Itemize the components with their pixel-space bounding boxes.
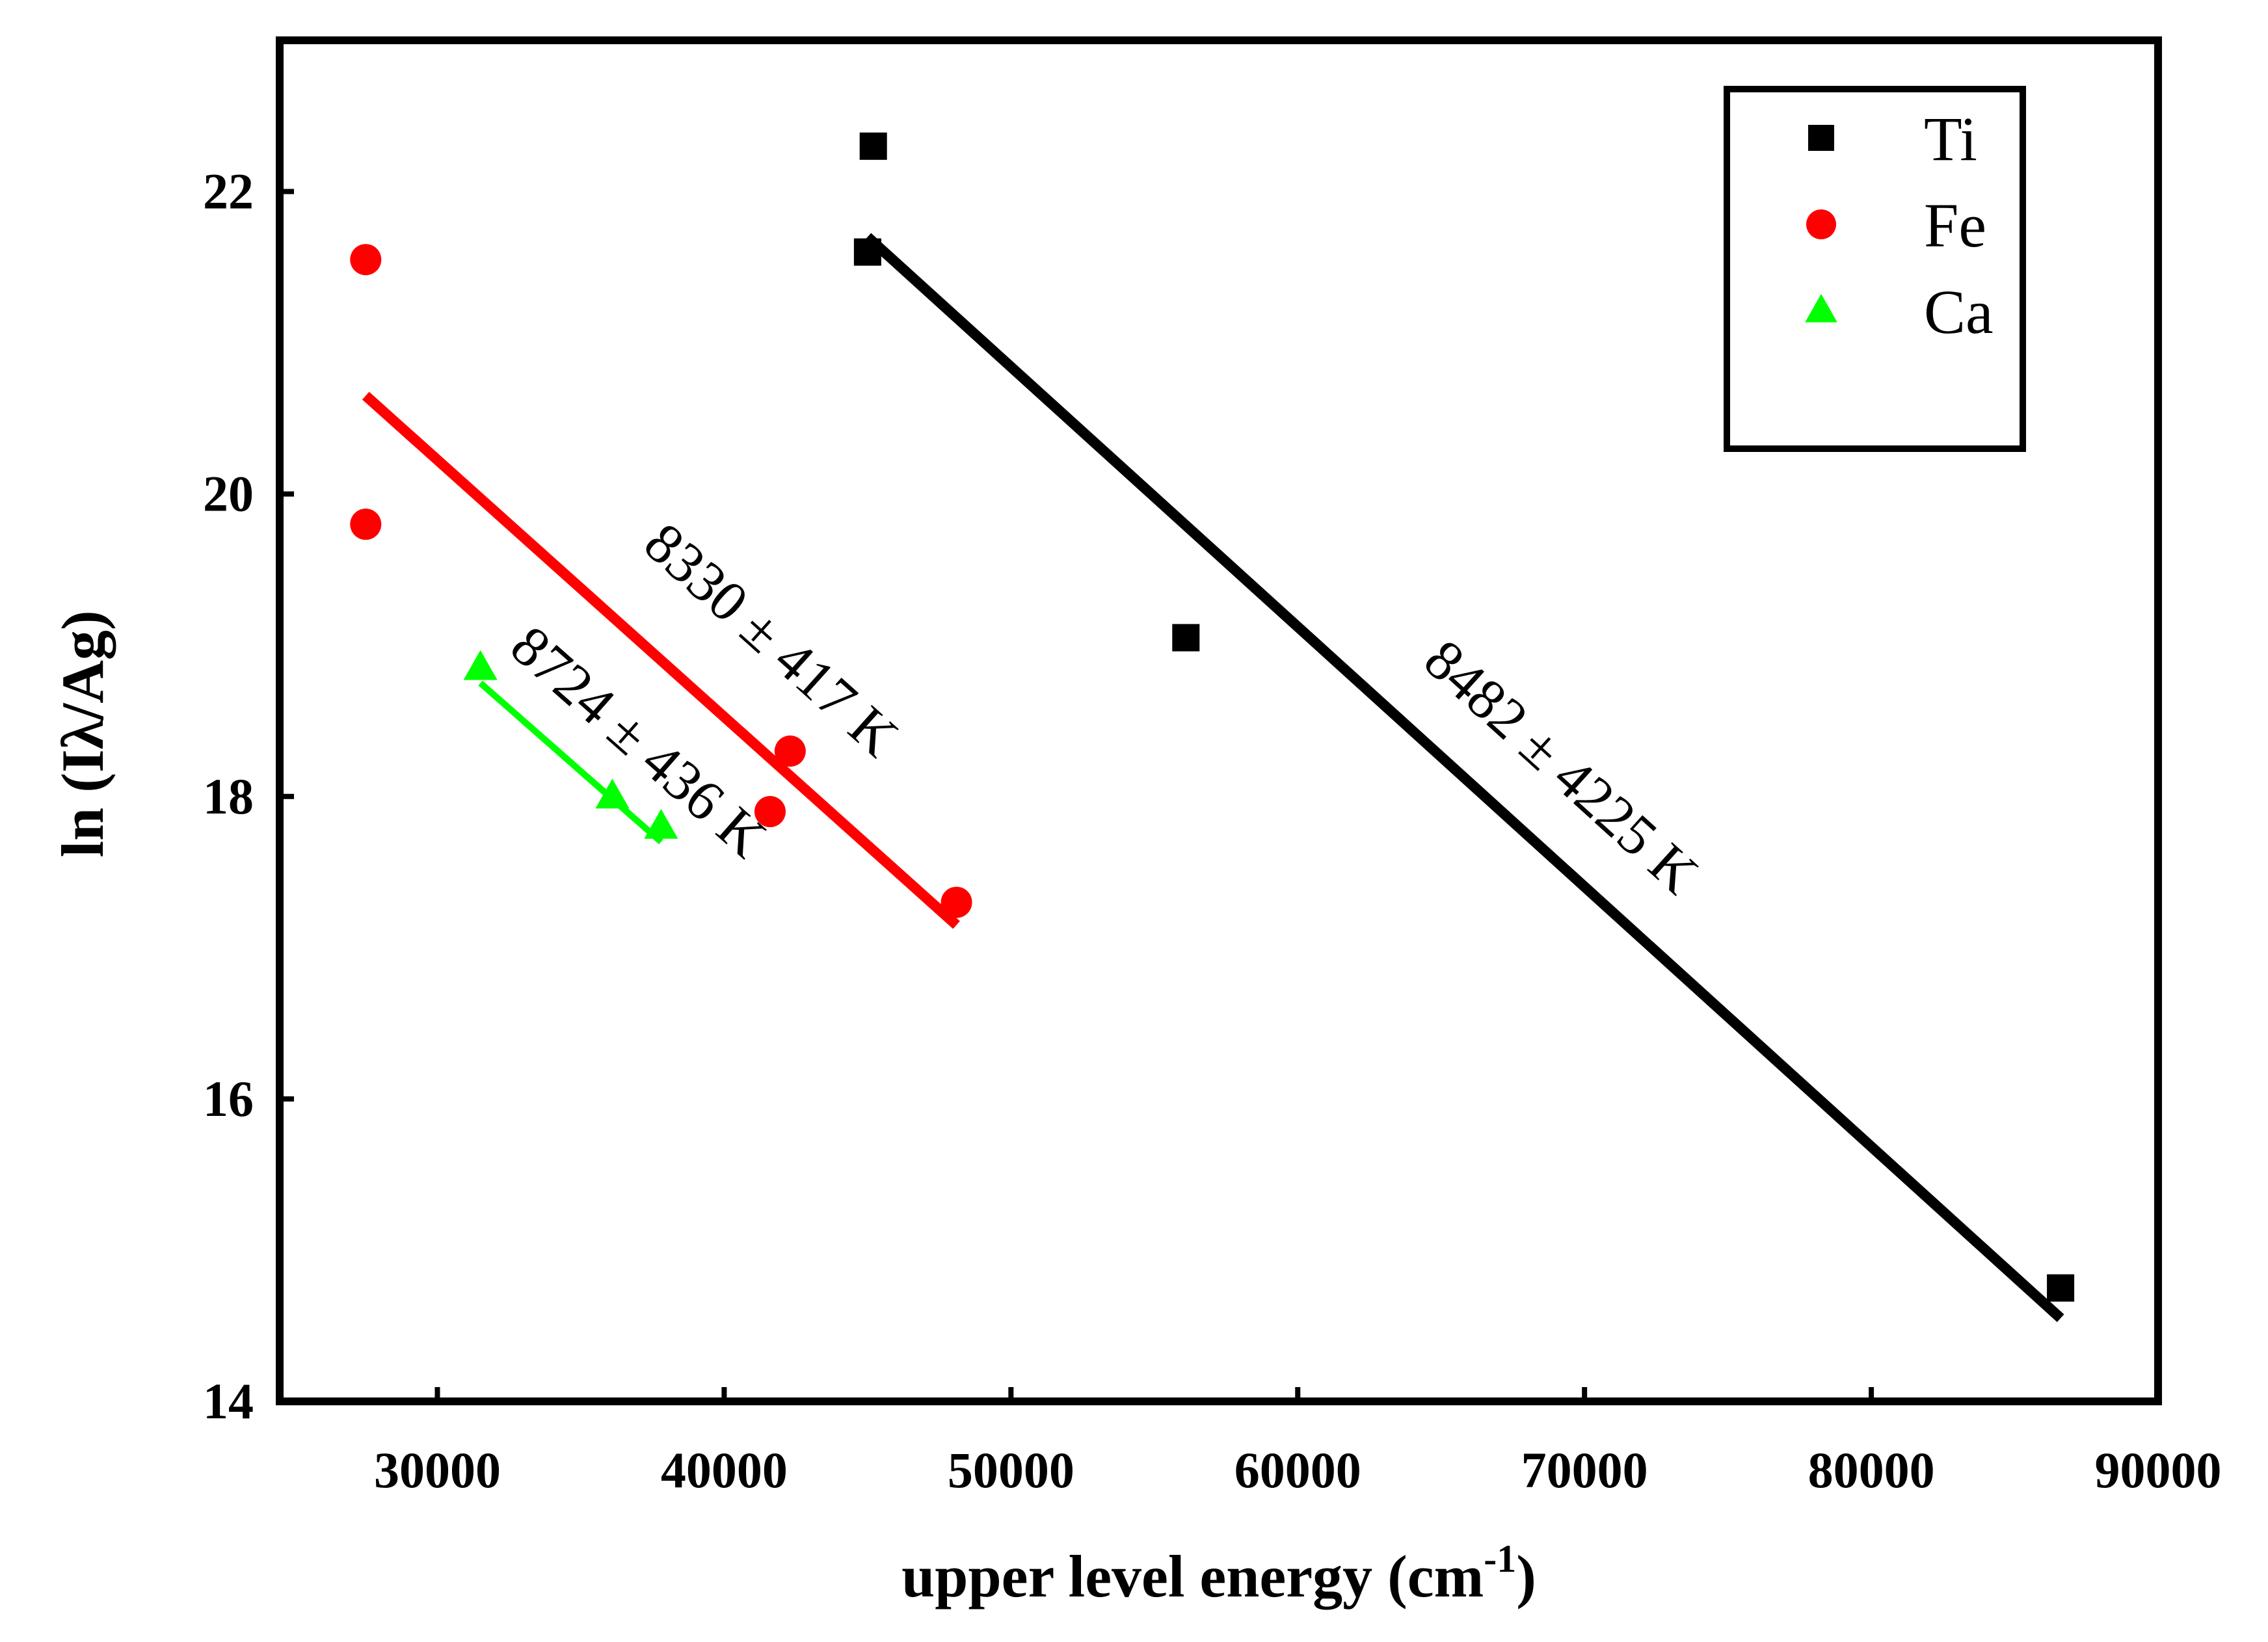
y-tick-label: 18	[203, 768, 254, 825]
ca-fit-annotation: 8724 ± 436 K	[499, 614, 778, 870]
fe-fit-annotation: 8330 ± 417 K	[632, 511, 910, 769]
x-axis-title: upper level energy (cm-1)	[901, 1537, 1536, 1609]
ca-point	[595, 778, 630, 809]
ca-legend-label: Ca	[1924, 277, 1994, 347]
y-tick-label: 22	[203, 163, 254, 220]
ti-point	[859, 132, 887, 160]
x-axis-title-close: )	[1516, 1543, 1536, 1609]
x-tick-label: 40000	[661, 1442, 788, 1498]
ti-fit-line	[864, 233, 2064, 1323]
legend-box	[1724, 86, 2026, 452]
ti-point	[2047, 1274, 2075, 1302]
x-tick-label: 60000	[1234, 1442, 1361, 1498]
x-tick-label: 80000	[1808, 1442, 1935, 1498]
x-tick-label: 90000	[2095, 1442, 2222, 1498]
fe-point	[774, 735, 806, 767]
x-tick-label: 30000	[374, 1442, 501, 1498]
ca-point	[463, 650, 498, 680]
fe-point	[754, 796, 786, 828]
ca-point	[644, 808, 678, 839]
ti-point	[853, 238, 881, 266]
fit-lines	[362, 233, 2064, 1323]
y-axis: 14 16 18 20 22	[203, 163, 294, 1429]
fe-fit-line	[362, 391, 960, 929]
y-tick-label: 16	[203, 1070, 254, 1127]
x-tick-label: 70000	[1521, 1442, 1648, 1498]
fe-point	[350, 509, 382, 540]
ti-legend-marker	[1808, 125, 1834, 151]
fe-point	[941, 886, 972, 918]
y-axis-title: ln (Iλ/Ag)	[49, 611, 116, 858]
y-tick-label: 14	[203, 1373, 254, 1429]
plot-frame	[276, 36, 2162, 1405]
legend: Ti Fe Ca	[1724, 86, 2026, 452]
fe-legend-label: Fe	[1924, 191, 1986, 260]
x-tick-label: 50000	[948, 1442, 1074, 1498]
x-axis-title-superscript: -1	[1484, 1537, 1516, 1580]
ca-legend-marker	[1805, 293, 1837, 323]
data-points	[350, 132, 2075, 1302]
x-axis: 30000 40000 50000 60000 70000 80000 90000	[374, 1387, 2222, 1498]
ti-legend-label: Ti	[1924, 104, 1977, 174]
x-axis-title-main: upper level energy (cm	[901, 1543, 1484, 1609]
y-tick-label: 20	[203, 466, 254, 522]
ti-point	[1172, 624, 1200, 652]
fe-point	[350, 244, 382, 276]
fe-legend-marker	[1806, 209, 1836, 239]
ca-fit-line	[478, 680, 663, 845]
